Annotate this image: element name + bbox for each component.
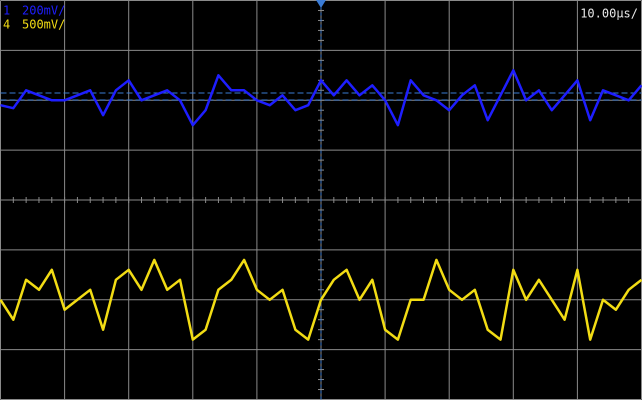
channel-number: 4 xyxy=(3,18,10,32)
timebase: 10.00µs/ xyxy=(580,7,638,21)
channel-number: 1 xyxy=(3,4,10,18)
channel-scale: 500mV/ xyxy=(22,18,65,32)
waveform xyxy=(0,69,642,127)
trigger-marker xyxy=(316,0,326,8)
channel-scale: 200mV/ xyxy=(22,4,65,18)
waveform xyxy=(0,258,642,341)
